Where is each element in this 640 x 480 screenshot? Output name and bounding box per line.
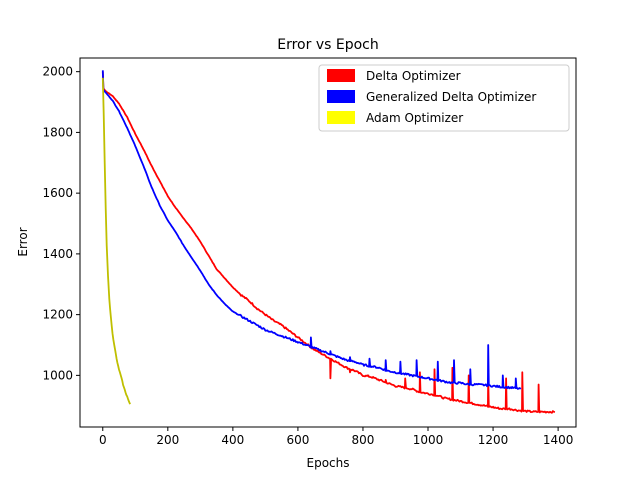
legend-swatch [327,90,355,103]
y-tick-label: 2000 [42,65,73,79]
y-axis: 1000 1200 1400 1600 1800 2000 [42,65,80,382]
legend-swatch [327,69,355,82]
legend-label: Delta Optimizer [366,69,461,83]
y-tick-label: 1000 [42,368,73,382]
series-line-delta-optimizer [101,71,556,414]
series-line-adam-optimizer [101,77,131,405]
legend-label: Generalized Delta Optimizer [366,90,536,104]
legend-swatch [327,111,355,124]
x-tick-label: 800 [352,433,375,447]
y-tick-label: 1600 [42,186,73,200]
series-line-generalized-delta-optimizer [101,70,522,390]
y-tick-label: 1200 [42,308,73,322]
legend: Delta Optimizer Generalized Delta Optimiz… [318,64,570,132]
x-axis: 0 200 400 600 800 1000 1200 1400 [99,427,573,447]
y-tick-label: 1800 [42,125,73,139]
x-tick-label: 1200 [478,433,509,447]
x-tick-label: 600 [286,433,309,447]
y-tick-label: 1400 [42,247,73,261]
x-tick-label: 400 [221,433,244,447]
x-tick-label: 1000 [413,433,444,447]
axes-frame [79,57,577,428]
plot-area [101,70,556,414]
x-tick-label: 0 [99,433,107,447]
x-tick-label: 1400 [543,433,574,447]
legend-box [318,64,570,132]
y-axis-label: Error [16,227,30,256]
x-axis-label: Epochs [307,456,350,470]
chart-title: Error vs Epoch [277,37,378,53]
x-tick-label: 200 [156,433,179,447]
legend-label: Adam Optimizer [366,111,463,125]
